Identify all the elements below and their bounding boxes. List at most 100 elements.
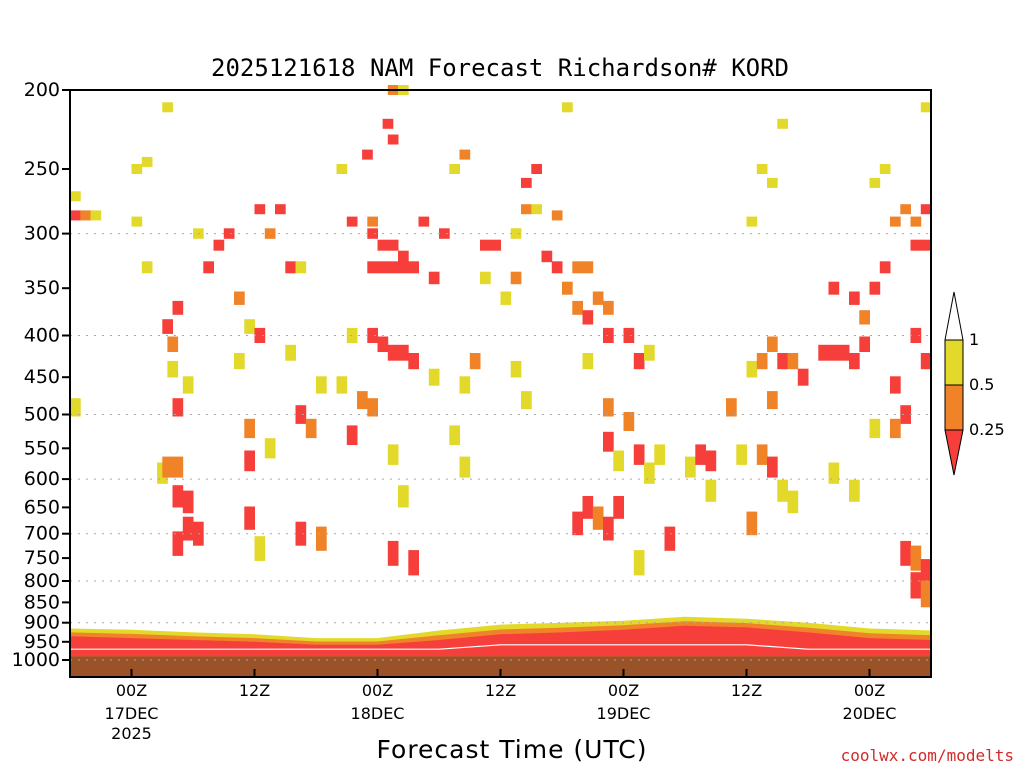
x-tick-label-6: 00Z [854, 681, 885, 700]
x-tick-label-0: 00Z [116, 681, 147, 700]
heat-cell-138 [756, 353, 768, 370]
heat-cell-11 [167, 336, 179, 352]
heat-cell-7 [131, 216, 143, 227]
heat-cell-86 [469, 353, 481, 370]
x-tick-label-4: 00Z [608, 681, 639, 700]
heat-cell-22 [172, 531, 184, 556]
heat-cell-65 [367, 327, 378, 343]
heat-cell-170 [869, 177, 881, 188]
heat-cell-39 [275, 204, 286, 215]
heat-cell-95 [521, 177, 532, 188]
heat-cell-148 [746, 511, 758, 536]
watermark: coolwx.com/modelts [841, 746, 1014, 765]
legend-label-1: 0.5 [969, 375, 994, 394]
heat-cell-156 [849, 353, 860, 370]
y-tick-label-600: 600 [24, 468, 60, 490]
heat-cell-122 [623, 327, 635, 343]
y-tick-label-550: 550 [24, 437, 60, 459]
legend-swatch-yellow [944, 339, 964, 386]
heat-cell-184 [920, 580, 932, 608]
heat-cell-59 [398, 250, 409, 263]
heat-cell-132 [695, 444, 706, 465]
heat-cell-89 [480, 239, 491, 251]
ground-layer [70, 656, 931, 677]
y-tick-label-950: 950 [24, 631, 60, 653]
x-tick-year-0: 2025 [111, 724, 152, 743]
heat-cell-19 [182, 490, 194, 514]
heat-cell-135 [726, 398, 737, 417]
heat-cell-10 [162, 319, 173, 334]
legend-label-2: 0.25 [969, 420, 1005, 439]
x-tick-date-4: 19DEC [597, 704, 651, 723]
chart-title: 2025121618 NAM Forecast Richardson# KORD [211, 54, 789, 82]
heat-cell-13 [172, 300, 184, 315]
heat-cell-150 [767, 177, 778, 188]
heat-cell-41 [295, 261, 307, 274]
x-axis-label: Forecast Time (UTC) [377, 735, 648, 764]
heat-cell-87 [449, 425, 460, 445]
chart-cells [70, 85, 932, 608]
heat-cell-178 [828, 462, 840, 484]
heat-cell-101 [541, 250, 553, 263]
heat-cell-145 [767, 456, 778, 478]
heat-cell-154 [828, 344, 840, 361]
y-tick-label-850: 850 [24, 591, 60, 613]
heat-cell-91 [480, 271, 491, 285]
heat-cell-153 [818, 344, 829, 361]
heat-cell-112 [603, 327, 614, 343]
heat-cell-117 [572, 511, 583, 536]
heat-cell-163 [890, 216, 901, 227]
heat-cell-53 [346, 425, 358, 445]
heat-cell-29 [234, 353, 245, 370]
boundary-layer [69, 616, 931, 677]
heat-cell-131 [685, 456, 696, 478]
heat-cell-121 [613, 496, 624, 519]
heat-cell-2 [80, 210, 91, 221]
heat-cell-35 [264, 438, 276, 459]
heat-cell-55 [367, 216, 378, 227]
heat-cell-99 [510, 360, 522, 378]
heat-cell-160 [859, 310, 870, 325]
heat-cell-5 [131, 164, 143, 174]
heat-cell-172 [910, 327, 922, 343]
heat-cell-127 [644, 462, 655, 484]
heat-cell-34 [244, 418, 255, 439]
y-tick-label-900: 900 [24, 612, 60, 634]
heat-cell-105 [562, 281, 573, 295]
heat-cell-166 [920, 204, 932, 215]
heat-cell-51 [336, 376, 348, 394]
heat-cell-147 [787, 490, 799, 514]
heat-cell-61 [377, 261, 389, 274]
heat-cell-67 [387, 344, 399, 361]
heat-cell-58 [387, 239, 399, 251]
y-tick-label-200: 200 [24, 79, 60, 101]
heat-cell-27 [223, 228, 235, 239]
heat-cell-69 [408, 353, 419, 370]
heat-cell-134 [705, 479, 717, 502]
heat-cell-164 [900, 204, 911, 215]
heat-cell-17 [172, 456, 184, 478]
heat-cell-169 [879, 164, 891, 174]
heat-cell-45 [316, 376, 327, 394]
heat-cell-181 [910, 545, 922, 571]
heat-cell-116 [613, 450, 624, 472]
heat-cell-16 [162, 456, 173, 478]
heat-cell-126 [633, 444, 645, 465]
heat-cell-60 [367, 261, 378, 274]
y-tick-label-400: 400 [24, 325, 60, 347]
legend-label-0: 1 [969, 330, 979, 349]
x-tick-date-2: 18DEC [351, 704, 405, 723]
heat-cell-9 [162, 102, 173, 113]
heat-cell-64 [408, 261, 419, 274]
y-tick-label-300: 300 [24, 223, 60, 245]
heat-cell-159 [849, 291, 860, 305]
heat-cell-83 [449, 164, 460, 174]
heat-cell-96 [531, 164, 542, 174]
legend-swatch-bottom [944, 429, 964, 476]
heat-cell-100 [521, 391, 532, 410]
heat-cell-68 [398, 344, 409, 361]
heat-cell-31 [254, 204, 266, 215]
heat-cell-30 [244, 319, 255, 334]
